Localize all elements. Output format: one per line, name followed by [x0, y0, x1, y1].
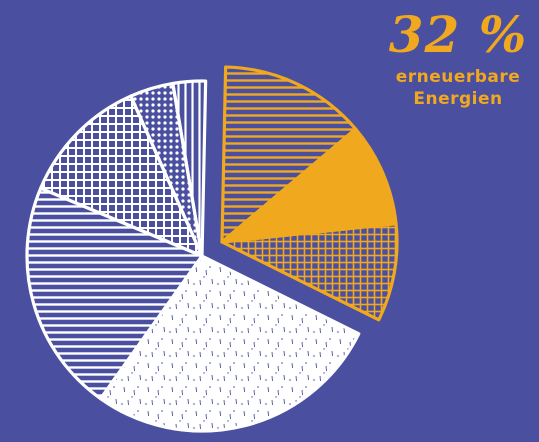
pie-slice-other-4: [99, 254, 361, 433]
pie-slice-other-8: [171, 79, 208, 258]
pie-slice-renewable-2: [220, 127, 398, 244]
renewable-callout: 32 % erneuerbare Energien: [383, 4, 533, 110]
renewable-label-line2: Energien: [413, 89, 503, 109]
pie-slice-renewable-1: [220, 65, 358, 244]
pie-slice-other-6: [39, 94, 204, 258]
pie-slice-renewable-3: [220, 222, 399, 322]
pie-slice-other-5: [25, 186, 204, 401]
renewable-label-line1: erneuerbare: [395, 67, 521, 87]
renewable-percent: 32 %: [388, 5, 528, 64]
